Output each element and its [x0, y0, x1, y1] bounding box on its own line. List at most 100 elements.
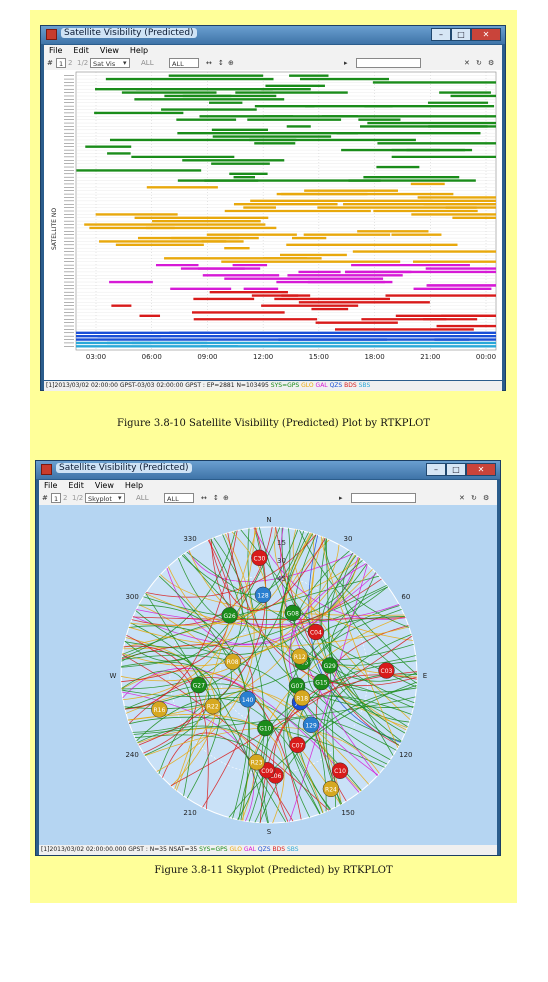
- x-tick-label: 18:00: [364, 353, 384, 361]
- satellite-track: [227, 532, 418, 686]
- menu-file[interactable]: File: [49, 46, 63, 55]
- menu-view[interactable]: View: [99, 46, 119, 55]
- frame-1-button-2[interactable]: 1: [51, 493, 62, 503]
- satellite-marker: [302, 716, 320, 734]
- menu-edit-2[interactable]: Edit: [68, 481, 84, 490]
- satellite-track: [289, 564, 368, 822]
- frame-hash-icon[interactable]: #: [47, 59, 53, 67]
- visibility-plot-area[interactable]: 03:00 06:00 09:00 12:00 15:00 18:00 21:00 00:00…: [44, 70, 502, 380]
- satellite-track: [122, 667, 360, 793]
- minimize-button-2[interactable]: –: [426, 463, 446, 476]
- satellite-track: [279, 533, 414, 661]
- frame-2-button-2[interactable]: 2: [63, 494, 68, 502]
- satellite-marker: [190, 676, 208, 694]
- satellite-track: [124, 530, 238, 710]
- frame-half-button[interactable]: 1/2: [77, 59, 89, 67]
- satellite-marker: [293, 689, 311, 707]
- animate-play-icon[interactable]: ▸: [344, 59, 348, 67]
- legend-gal: GAL: [315, 382, 328, 389]
- close-file-icon-2[interactable]: ✕: [459, 494, 465, 502]
- animate-play-icon-2[interactable]: ▸: [339, 494, 343, 502]
- legend-qzs: QZS: [329, 382, 343, 389]
- toolbar-2: # 1 2 1/2 Skyplot ▾ ALL ALL ↔ ↕ ⊕ ▸ ✕ ↻ …: [39, 492, 497, 505]
- menu-help[interactable]: Help: [129, 46, 149, 55]
- options-gear-icon[interactable]: ⚙: [488, 59, 495, 67]
- satellite-track: [121, 670, 370, 785]
- center-icon[interactable]: ⊕: [228, 59, 234, 67]
- legend-bds: BDS: [344, 382, 357, 389]
- legend-gal-2: GAL: [243, 846, 256, 853]
- skyplot-window: Satellite Visibility (Predicted) – □ ✕ F…: [35, 460, 501, 856]
- minimize-button[interactable]: –: [431, 28, 451, 41]
- x-tick-label: 06:00: [142, 353, 162, 361]
- satellite-label: 128: [257, 592, 269, 599]
- x-tick-label: 00:00: [476, 353, 496, 361]
- fit-horizontal-icon-2[interactable]: ↔: [201, 494, 207, 502]
- satellite-track: [121, 661, 222, 799]
- satellite-marker: [239, 691, 256, 708]
- satellite-label: G15: [315, 680, 327, 687]
- maximize-button[interactable]: □: [451, 28, 471, 41]
- legend-bds-2: BDS: [272, 846, 286, 853]
- app-icon: [46, 29, 57, 40]
- frame-2-button[interactable]: 2: [68, 59, 73, 67]
- plot-type-select[interactable]: Sat Vis: [90, 58, 130, 68]
- satellite-track: [121, 572, 376, 697]
- reload-icon-2[interactable]: ↻: [471, 494, 477, 502]
- azimuth-label: 150: [341, 809, 354, 817]
- options-gear-icon-2[interactable]: ⚙: [483, 494, 490, 502]
- satellite-track: [124, 537, 249, 649]
- fit-vertical-icon[interactable]: ↕: [218, 59, 224, 67]
- legend-gps-2: SYS=GPS: [199, 846, 228, 853]
- reload-icon[interactable]: ↻: [476, 59, 482, 67]
- close-button[interactable]: ✕: [471, 28, 501, 41]
- satellite-marker: [289, 736, 306, 754]
- plot-type-select-2[interactable]: Skyplot: [85, 493, 125, 503]
- skyplot-area[interactable]: 30 60 120 150 210 240 300 330 N E S W 15 30 45 G07 G08 G1…: [39, 505, 497, 845]
- menu-file-2[interactable]: File: [44, 481, 58, 490]
- maximize-button-2[interactable]: □: [446, 463, 466, 476]
- menu-help-2[interactable]: Help: [124, 481, 144, 490]
- satellite-track: [138, 527, 267, 746]
- frame-1-button[interactable]: 1: [56, 58, 67, 68]
- menu-view-2[interactable]: View: [94, 481, 114, 490]
- center-icon-2[interactable]: ⊕: [223, 494, 229, 502]
- time-slider[interactable]: [356, 58, 421, 68]
- time-slider-2[interactable]: [351, 493, 416, 503]
- satellite-track: [242, 615, 405, 821]
- sat-filter-1[interactable]: ALL: [141, 59, 154, 67]
- satellite-track: [293, 534, 416, 666]
- satellite-track: [258, 527, 418, 682]
- satellite-label: R24: [325, 786, 337, 793]
- satellite-marker: [321, 657, 338, 674]
- satellite-track: [144, 727, 380, 774]
- legend-glo-2: GLO: [229, 846, 242, 853]
- satellite-track: [136, 604, 400, 625]
- satellite-track: [288, 563, 379, 776]
- app-icon-2: [41, 464, 52, 475]
- window-titlebar-2[interactable]: Satellite Visibility (Predicted) – □ ✕: [36, 461, 500, 479]
- menu-edit[interactable]: Edit: [73, 46, 89, 55]
- satellite-label: R16: [153, 707, 165, 714]
- close-button-2[interactable]: ✕: [466, 463, 496, 476]
- close-file-icon[interactable]: ✕: [464, 59, 470, 67]
- fit-vertical-icon-2[interactable]: ↕: [213, 494, 219, 502]
- fit-horizontal-icon[interactable]: ↔: [206, 59, 212, 67]
- window-titlebar[interactable]: Satellite Visibility (Predicted) – □ ✕: [41, 26, 505, 44]
- satellite-marker: [221, 607, 238, 624]
- satellite-track: [310, 537, 407, 731]
- compass-south: S: [267, 828, 272, 836]
- frame-hash-icon-2[interactable]: #: [42, 494, 48, 502]
- sat-filter-1-b[interactable]: ALL: [136, 494, 149, 502]
- sat-filter-2-select-b[interactable]: ALL: [164, 493, 194, 503]
- legend-sbs-2: SBS: [286, 846, 299, 853]
- document-page: Satellite Visibility (Predicted) – □ ✕ F…: [30, 10, 517, 903]
- sat-filter-2-select[interactable]: ALL: [169, 58, 199, 68]
- frame-half-button-2[interactable]: 1/2: [72, 494, 84, 502]
- plot-type-dropdown-icon-2[interactable]: ▾: [118, 494, 122, 502]
- status-text-2: [1]2013/03/02 02:00:00.000 GPST : N=35 N…: [41, 846, 198, 853]
- elevation-label: 30: [277, 557, 286, 565]
- satellite-track: [126, 634, 197, 754]
- satellite-track: [228, 681, 417, 818]
- plot-type-dropdown-icon[interactable]: ▾: [123, 59, 127, 67]
